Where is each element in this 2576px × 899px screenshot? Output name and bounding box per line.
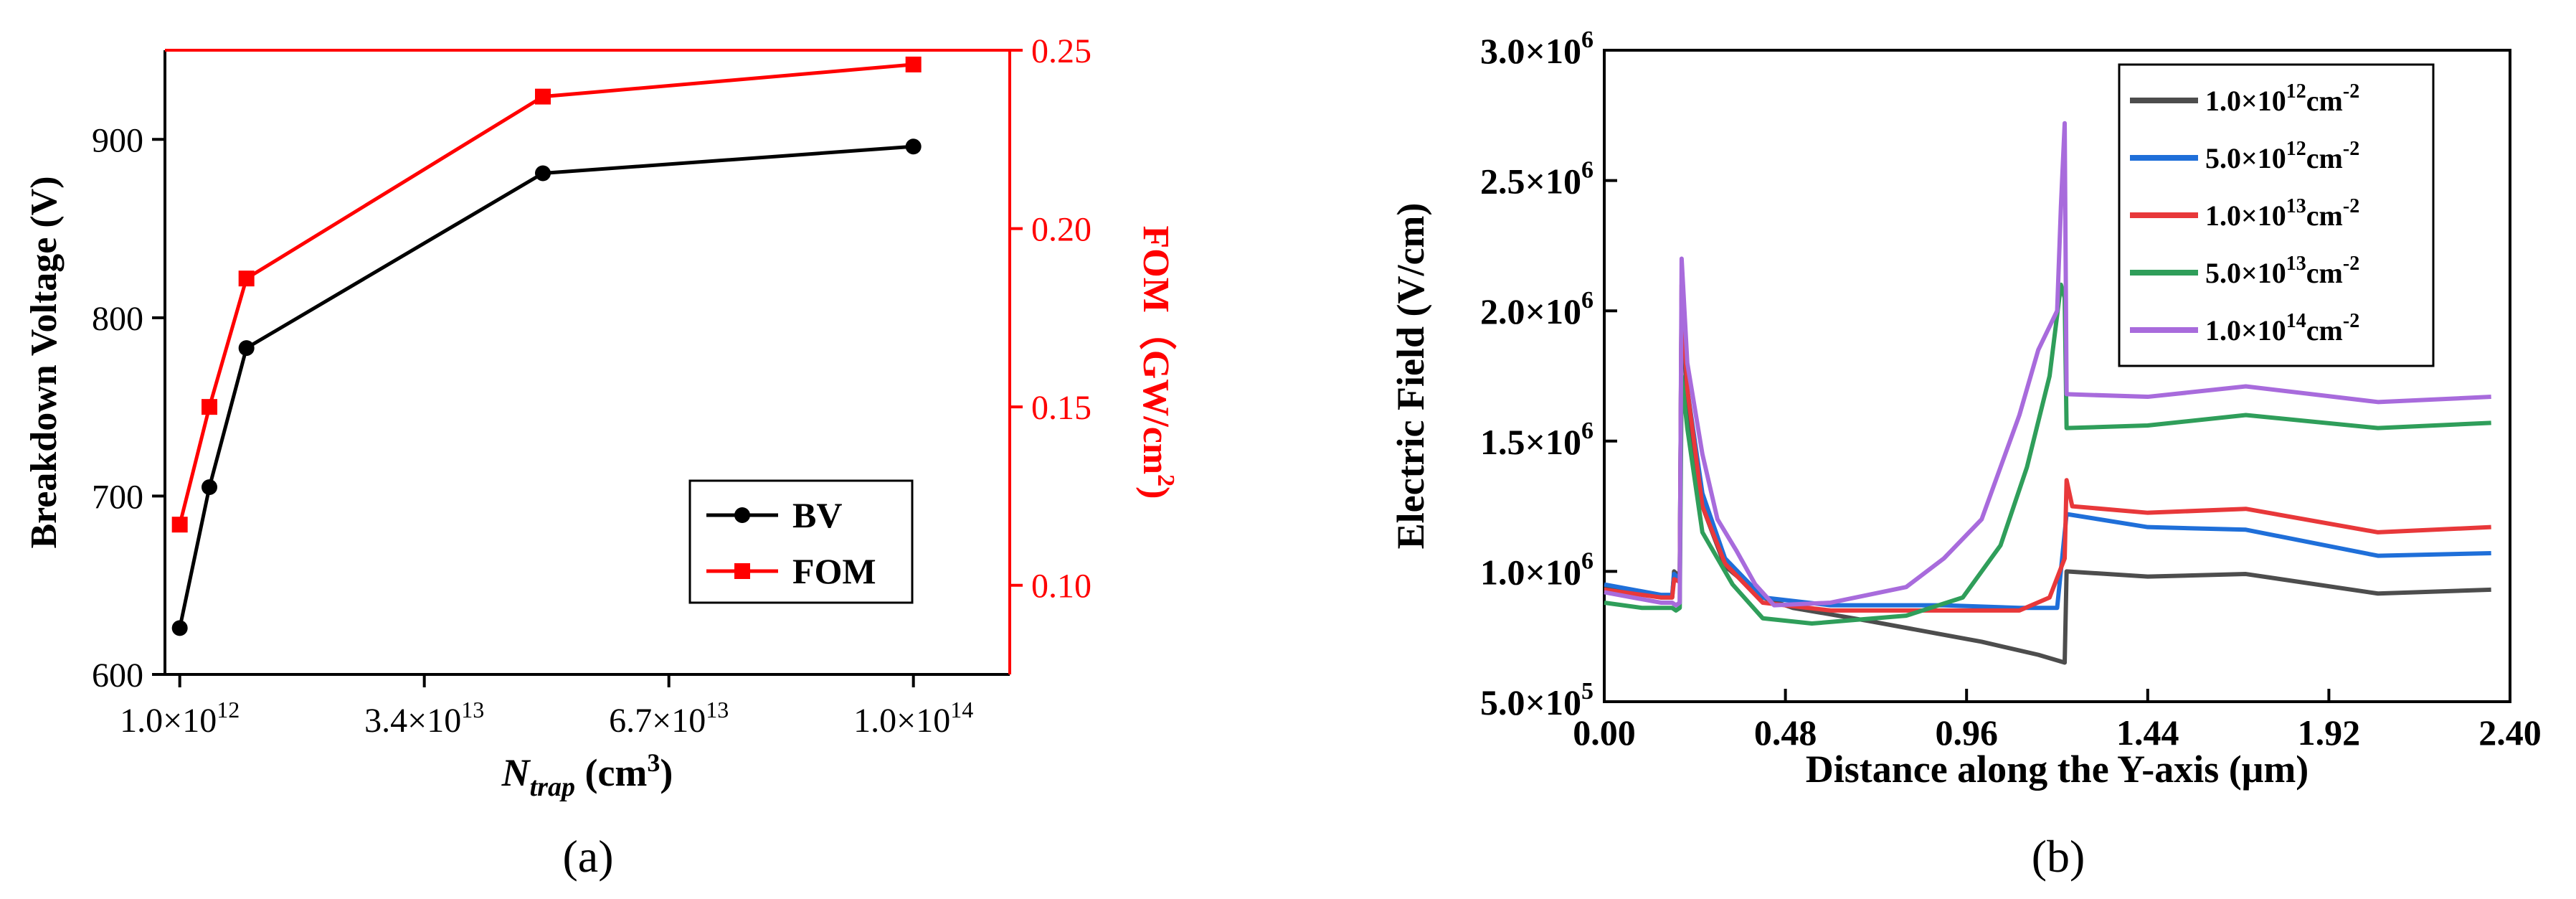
- x-tick-label: 0.00: [1573, 712, 1636, 753]
- data-point-fom: [202, 399, 217, 415]
- x-tick-label: 2.40: [2478, 712, 2542, 753]
- y-right-tick-label: 0.25: [1031, 32, 1092, 70]
- y-right-tick-label: 0.15: [1031, 389, 1092, 427]
- y-right-tick-label: 0.10: [1031, 568, 1092, 606]
- series-line-fom: [178, 62, 914, 525]
- x-tick-label: 1.92: [2298, 712, 2361, 753]
- legend-box: [688, 479, 914, 604]
- y-right-axis-title: FOM（GW/cm2): [1135, 226, 1179, 499]
- data-point-bv: [171, 620, 188, 636]
- y-left-tick-label: 800: [92, 300, 143, 338]
- panel-label-a: (a): [562, 831, 613, 882]
- x-axis-title: Distance along the Y-axis (μm): [1806, 748, 2309, 791]
- panel-label-b: (b): [2032, 831, 2085, 882]
- y-tick-label: 1.5×106: [1480, 418, 1594, 462]
- legend-marker: [734, 563, 750, 579]
- data-point-fom: [535, 88, 551, 105]
- data-point-fom: [238, 270, 255, 287]
- legend-label: 5.0×1012cm-2: [2205, 138, 2359, 174]
- y-left-axis-title: Breakdown Voltage (V): [24, 176, 65, 548]
- x-axis-title: Ntrap (cm3): [501, 748, 673, 802]
- data-point-fom: [171, 517, 188, 533]
- panel-a-chart: 600 700 800 900 0.10 0.15 0.20 0.25 1.0×1012 3.4×…: [24, 32, 1179, 882]
- legend-label: BV: [792, 495, 842, 535]
- y-tick-label: 5.0×105: [1480, 678, 1594, 723]
- legend-label: 1.0×1013cm-2: [2205, 195, 2359, 232]
- y-left-tick-label: 600: [92, 656, 143, 695]
- y-right-tick-label: 0.20: [1031, 211, 1092, 249]
- series-line-2: [1604, 282, 2491, 613]
- x-tick-label: 1.44: [2116, 712, 2179, 753]
- y-left-tick-label: 700: [92, 478, 143, 516]
- data-point-bv: [535, 165, 551, 182]
- legend-marker: [734, 507, 750, 523]
- data-point-fom: [905, 56, 922, 72]
- legend-label: 5.0×1013cm-2: [2205, 253, 2359, 289]
- x-tick-label: 6.7×1013: [609, 697, 729, 740]
- y-tick-label: 3.0×106: [1480, 27, 1594, 71]
- legend-label: FOM: [792, 551, 876, 591]
- series-line-3: [1604, 282, 2491, 626]
- data-point-bv: [238, 340, 255, 357]
- legend: BV FOM: [688, 479, 914, 604]
- y-tick-label: 2.5×106: [1480, 157, 1594, 202]
- data-point-bv: [202, 479, 217, 495]
- series-line-4: [1604, 121, 2491, 608]
- x-tick-label: 3.4×1013: [364, 697, 484, 740]
- data-point-bv: [905, 138, 922, 155]
- y-axis-title: Electric Field (V/cm): [1389, 203, 1432, 550]
- x-tick-label: 0.96: [1935, 712, 1998, 753]
- panel-b-chart: 0.00 0.48 0.96 1.44 1.92 2.40 5.0×105 1.0×106 1.…: [1389, 27, 2542, 882]
- legend-label: 1.0×1014cm-2: [2205, 310, 2359, 347]
- y-tick-label: 2.0×106: [1480, 287, 1594, 331]
- series-line-1: [1604, 288, 2491, 611]
- x-tick-label: 1.0×1014: [853, 697, 973, 740]
- x-tick-label: 1.0×1012: [120, 697, 240, 740]
- plot-frame: [1603, 49, 2511, 703]
- legend-label: 1.0×1012cm-2: [2205, 80, 2359, 117]
- y-left-tick-label: 900: [92, 121, 143, 159]
- x-tick-label: 0.48: [1754, 712, 1817, 753]
- y-tick-label: 1.0×106: [1480, 547, 1594, 592]
- legend: 1.0×1012cm-2 5.0×1012cm-2 1.0×1013cm-2 5.0×…: [2118, 63, 2435, 367]
